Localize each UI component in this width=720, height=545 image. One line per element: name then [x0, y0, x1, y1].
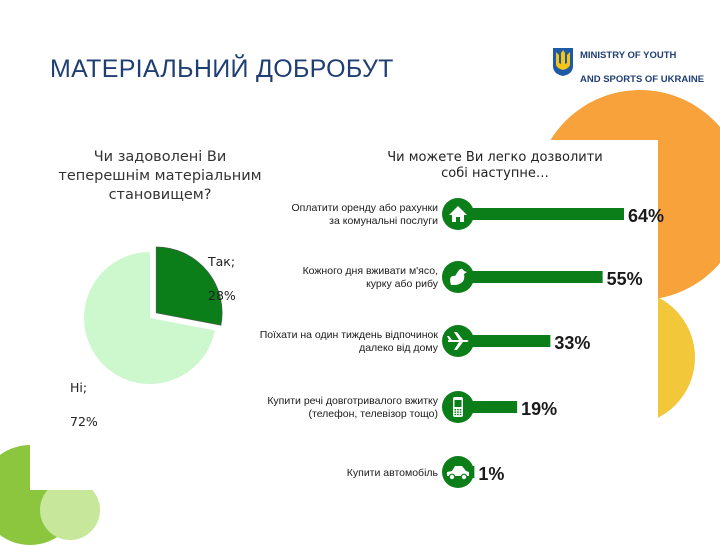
bar-category-label-1: Оплатити оренду або рахунки за комунальні… — [291, 202, 438, 227]
page-title: МАТЕРІАЛЬНИЙ ДОБРОБУТ — [50, 55, 394, 83]
car-icon — [442, 456, 474, 488]
bar-1 — [472, 208, 624, 220]
pie-label-yes-value: 28% — [208, 288, 236, 303]
decor-light-green-circle — [40, 480, 100, 540]
trident-coat-of-arms-icon — [553, 48, 573, 76]
bar-value-label-4: 19% — [521, 399, 557, 419]
bar-chart-title: Чи можете Ви легко дозволити собі наступ… — [387, 150, 603, 181]
pie-slice-no — [84, 252, 215, 384]
pie-label-yes-name: Так; — [208, 254, 236, 269]
pie-label-no-value: 72% — [70, 414, 98, 429]
bar-value-label-5: 1% — [478, 464, 504, 484]
house-icon — [442, 198, 474, 230]
bar-value-label-2: 55% — [607, 269, 643, 289]
bar-4 — [472, 401, 518, 413]
pie-chart-title: Чи задоволені Ви теперешнім матеріальним… — [58, 149, 262, 203]
ministry-line-1: MINISTRY OF YOUTH — [580, 50, 677, 61]
phone-icon — [442, 391, 474, 423]
pie-slice-yes — [155, 246, 223, 326]
pie-label-no-name: Ні; — [70, 380, 88, 395]
bar-category-label-4: Купити речі довготривалого вжитку (телефо… — [267, 395, 438, 420]
bar-3 — [472, 335, 551, 347]
ministry-logo: MINISTRY OF YOUTH AND SPORTS OF UKRAINE — [552, 38, 704, 86]
bar-category-label-5: Купити автомобіль — [347, 467, 439, 479]
bar-category-label-2: Кожного дня вживати м'ясо, курку або рибу — [303, 265, 439, 290]
bar-category-label-3: Поїхати на один тиждень відпочинок далеко… — [260, 329, 439, 354]
bar-value-label-1: 64% — [628, 206, 664, 226]
ministry-line-2: AND SPORTS OF UKRAINE — [580, 74, 705, 85]
airplane-icon — [442, 325, 474, 357]
ministry-name: MINISTRY OF YOUTH AND SPORTS OF UKRAINE — [580, 38, 704, 86]
pie-label-yes: Так; 28% — [208, 236, 236, 304]
pie-label-no: Ні; 72% — [70, 362, 98, 430]
bar-2 — [472, 271, 603, 283]
rooster-icon — [442, 261, 474, 293]
bar-value-label-3: 33% — [554, 333, 590, 353]
